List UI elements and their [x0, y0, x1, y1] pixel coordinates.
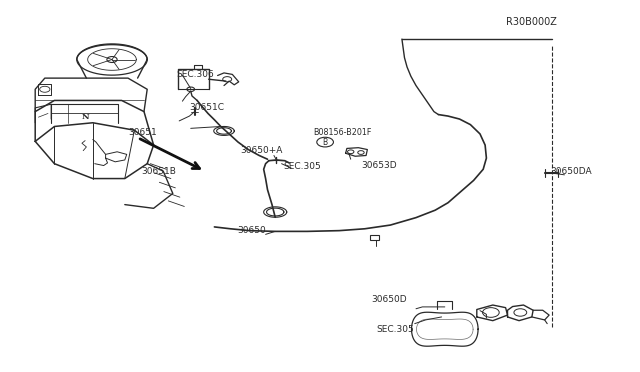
- Text: 30651B: 30651B: [141, 167, 175, 176]
- Text: 30650+A: 30650+A: [240, 146, 282, 155]
- Text: B: B: [323, 138, 328, 147]
- Text: 30650D: 30650D: [371, 295, 407, 304]
- Text: SEC.305: SEC.305: [284, 162, 321, 171]
- Text: 30650DA: 30650DA: [550, 167, 592, 176]
- Text: 30651: 30651: [128, 128, 157, 137]
- Text: 30653D: 30653D: [362, 161, 397, 170]
- Text: R30B000Z: R30B000Z: [506, 17, 557, 27]
- Text: B08156-B201F: B08156-B201F: [314, 128, 372, 137]
- Text: 30651C: 30651C: [189, 103, 224, 112]
- Text: SEC.305: SEC.305: [376, 325, 414, 334]
- Text: SEC.306: SEC.306: [176, 70, 214, 79]
- Text: N: N: [81, 113, 89, 121]
- Text: 30650: 30650: [237, 226, 266, 235]
